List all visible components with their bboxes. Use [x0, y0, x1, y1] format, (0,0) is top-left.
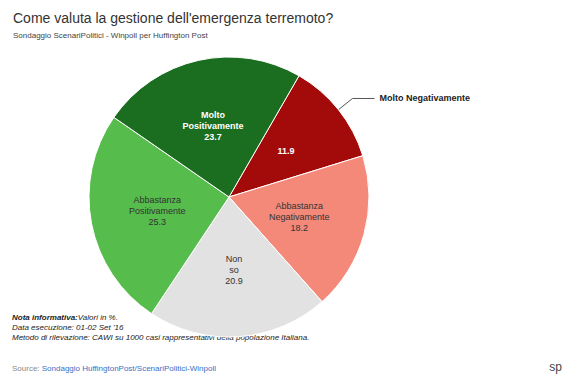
svg-text:25.3: 25.3 — [149, 217, 167, 227]
svg-text:Sondaggio HuffingtonPost/Scena: Sondaggio HuffingtonPost/ScenariPolitici… — [42, 364, 216, 373]
svg-text:18.2: 18.2 — [291, 223, 309, 233]
svg-text:20.9: 20.9 — [225, 276, 243, 286]
svg-text:Data esecuzione: 01-02 Set '16: Data esecuzione: 01-02 Set '16 — [12, 323, 124, 332]
svg-text:so: so — [229, 265, 239, 275]
svg-text:Molto: Molto — [201, 110, 225, 120]
svg-text:Positivamente: Positivamente — [129, 206, 186, 216]
svg-text:Nota informativa:: Nota informativa: — [12, 313, 78, 322]
svg-text:Negativamente: Negativamente — [269, 212, 330, 222]
svg-text:23.7: 23.7 — [204, 132, 222, 142]
svg-text:Abbastanza: Abbastanza — [134, 195, 182, 205]
svg-text:Sondaggio ScenariPolitici - Wi: Sondaggio ScenariPolitici - Winpoll per … — [13, 31, 208, 40]
svg-text:Molto Negativamente: Molto Negativamente — [380, 93, 471, 103]
svg-text:Come valuta la gestione dell'e: Come valuta la gestione dell'emergenza t… — [13, 10, 333, 26]
svg-text:Source:: Source: — [12, 364, 42, 373]
svg-text:Non: Non — [226, 254, 243, 264]
svg-text:Positivamente: Positivamente — [182, 121, 243, 131]
svg-text:Metodo di rilevazione: CAWI su: Metodo di rilevazione: CAWI su 1000 casi… — [12, 333, 309, 342]
svg-text:Abbastanza: Abbastanza — [276, 201, 324, 211]
svg-text:sp: sp — [549, 360, 562, 374]
svg-text:11.9: 11.9 — [278, 146, 295, 156]
svg-text:Valori in %.: Valori in %. — [78, 313, 118, 322]
